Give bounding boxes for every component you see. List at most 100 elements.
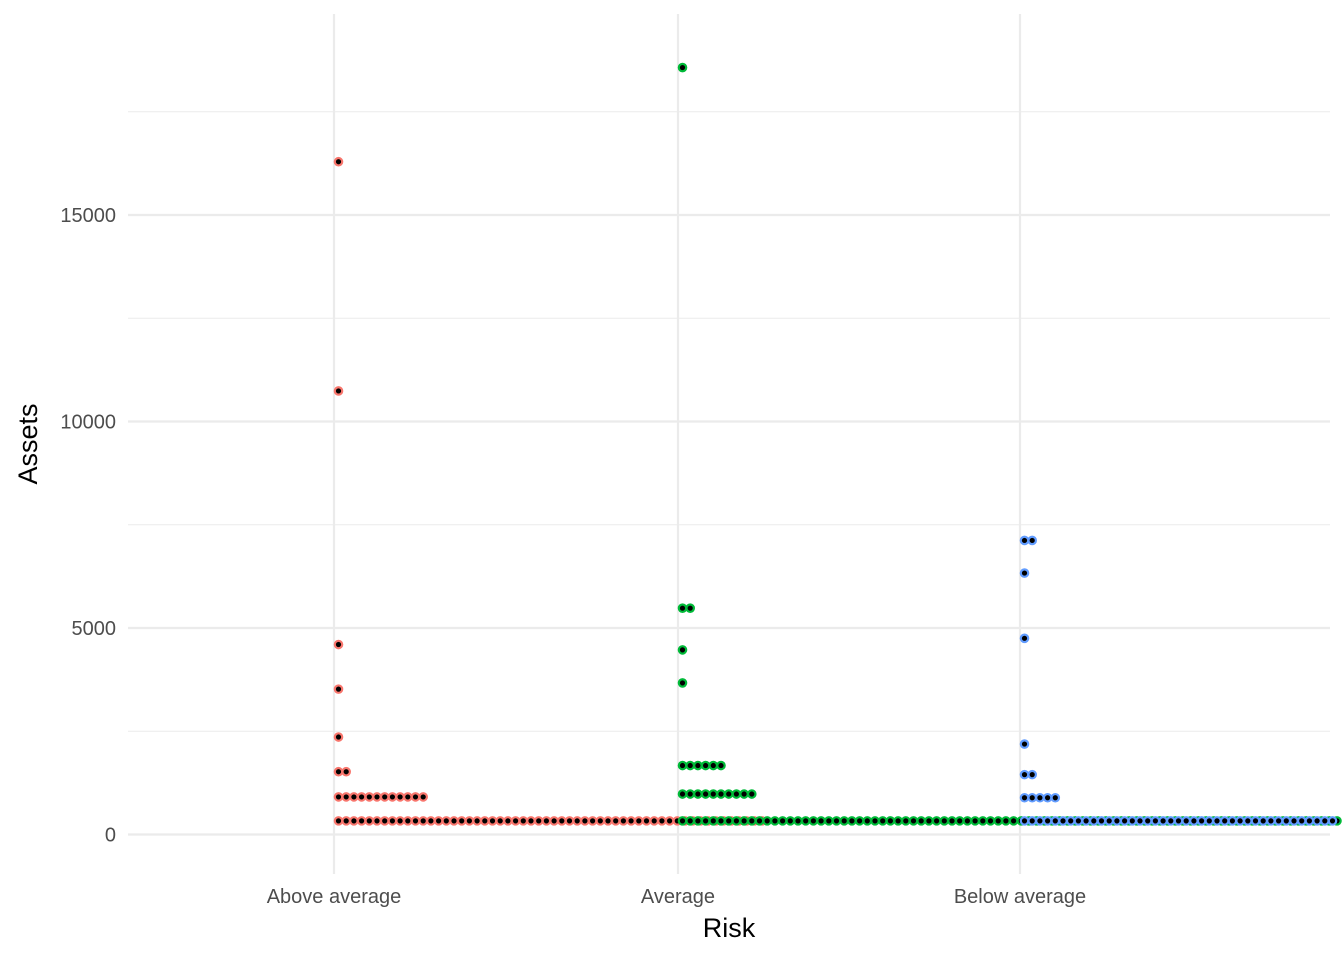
data-point: [1327, 816, 1338, 826]
data-point: [693, 789, 703, 799]
data-point: [685, 760, 696, 771]
data-point: [1320, 816, 1330, 826]
data-point: [1050, 792, 1061, 803]
data-point: [862, 816, 873, 826]
data-point: [1050, 816, 1061, 826]
data-point: [1173, 816, 1184, 826]
data-point: [1027, 816, 1038, 826]
data-point: [1158, 816, 1168, 826]
data-point: [731, 789, 742, 799]
data-point: [823, 816, 834, 826]
data-point: [839, 816, 850, 826]
data-point: [716, 760, 726, 771]
data-point: [1243, 816, 1253, 826]
data-point: [831, 816, 842, 826]
series-average: [677, 62, 1342, 826]
data-point: [1019, 633, 1030, 644]
data-point: [333, 156, 344, 167]
data-point: [1150, 816, 1161, 826]
data-point: [595, 816, 606, 826]
data-point: [333, 639, 344, 650]
data-point: [1104, 816, 1115, 826]
data-point: [333, 816, 344, 826]
data-point: [1296, 816, 1307, 826]
data-point: [1008, 816, 1019, 826]
data-point: [341, 816, 352, 826]
data-point: [1065, 816, 1076, 826]
data-point: [387, 816, 398, 826]
data-point: [333, 766, 344, 777]
data-point: [1042, 816, 1053, 826]
data-point: [700, 760, 711, 771]
data-point: [1096, 816, 1107, 826]
data-point: [372, 816, 382, 826]
data-point: [777, 816, 788, 826]
data-points: [333, 62, 1342, 826]
data-point: [449, 816, 459, 826]
data-point: [410, 792, 421, 802]
data-point: [1027, 792, 1038, 803]
data-point: [1304, 816, 1315, 826]
data-point: [518, 816, 529, 826]
data-point: [364, 792, 375, 802]
data-point: [1058, 816, 1068, 826]
data-point: [1035, 792, 1045, 803]
data-point: [693, 760, 703, 771]
data-point: [456, 816, 467, 826]
data-point: [685, 789, 696, 799]
data-point: [900, 816, 911, 826]
data-point: [723, 816, 734, 826]
data-point: [633, 816, 644, 826]
data-point: [1119, 816, 1130, 826]
data-point: [395, 792, 405, 802]
data-point: [939, 816, 950, 826]
x-tick-label: Above average: [267, 886, 402, 908]
data-point: [785, 816, 796, 826]
data-point: [641, 816, 652, 826]
y-axis-tick-labels: 0 5000 10000 15000: [60, 205, 116, 847]
data-point: [1289, 816, 1299, 826]
data-point: [1027, 535, 1038, 546]
y-tick-label: 15000: [60, 205, 116, 227]
x-axis-title: Risk: [703, 913, 756, 943]
data-point: [387, 792, 398, 802]
series-below-average: [1019, 535, 1338, 826]
data-point: [372, 792, 382, 802]
data-point: [333, 684, 344, 694]
data-point: [893, 816, 903, 826]
data-point: [1042, 792, 1053, 803]
data-point: [954, 816, 965, 826]
data-point: [693, 816, 703, 826]
data-point: [564, 816, 575, 826]
data-point: [731, 816, 742, 826]
data-point: [487, 816, 498, 826]
data-point: [854, 816, 865, 826]
data-point: [1089, 816, 1099, 826]
data-point: [754, 816, 765, 826]
data-point: [580, 816, 590, 826]
data-point: [870, 816, 880, 826]
data-point: [533, 816, 544, 826]
data-point: [626, 816, 636, 826]
data-point: [657, 816, 667, 826]
data-point: [985, 816, 996, 826]
data-point: [418, 792, 429, 802]
series-above-average: [333, 156, 767, 826]
data-point: [610, 816, 621, 826]
data-point: [931, 816, 942, 826]
data-point: [341, 766, 352, 777]
data-point: [541, 816, 552, 826]
data-point: [916, 816, 927, 826]
data-point: [395, 816, 405, 826]
data-point: [1035, 816, 1045, 826]
data-point: [1019, 568, 1030, 578]
data-point: [1219, 816, 1230, 826]
data-point: [479, 816, 490, 826]
data-point: [1142, 816, 1153, 826]
data-point: [664, 816, 675, 826]
data-point: [1027, 769, 1038, 780]
data-point: [441, 816, 452, 826]
data-point: [762, 816, 773, 826]
data-point: [677, 678, 688, 688]
data-point: [1258, 816, 1269, 826]
